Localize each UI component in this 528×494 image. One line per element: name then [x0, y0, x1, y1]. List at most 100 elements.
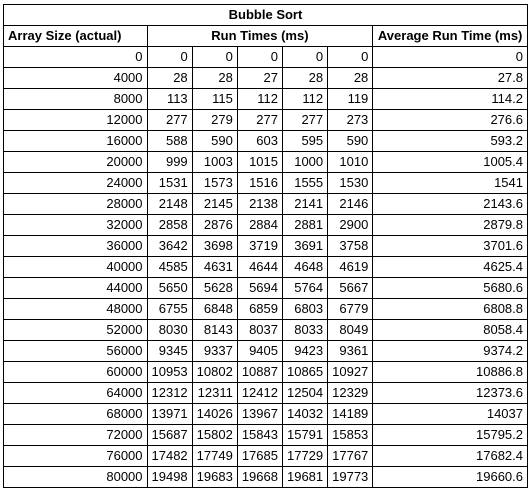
run-time-3-cell[interactable]: 6859 [236, 298, 283, 320]
average-run-time-cell[interactable]: 12373.6 [372, 382, 528, 404]
run-time-5-cell[interactable]: 28 [327, 67, 374, 89]
array-size-cell[interactable]: 4000 [3, 67, 148, 89]
array-size-cell[interactable]: 20000 [3, 151, 148, 173]
run-time-2-cell[interactable]: 590 [191, 130, 238, 152]
array-size-cell[interactable]: 72000 [3, 424, 148, 446]
average-run-time-cell[interactable]: 1541 [372, 172, 528, 194]
run-time-2-cell[interactable]: 10802 [191, 361, 238, 383]
run-time-3-cell[interactable]: 9405 [236, 340, 283, 362]
run-time-2-cell[interactable]: 17749 [191, 445, 238, 467]
average-run-time-cell[interactable]: 2879.8 [372, 214, 528, 236]
array-size-cell[interactable]: 36000 [3, 235, 148, 257]
run-time-4-cell[interactable]: 595 [281, 130, 329, 152]
average-run-time-cell[interactable]: 3701.6 [372, 235, 528, 257]
run-time-4-cell[interactable]: 5764 [281, 277, 329, 299]
average-run-time-cell[interactable]: 19660.6 [372, 466, 528, 488]
array-size-cell[interactable]: 48000 [3, 298, 148, 320]
run-time-4-cell[interactable]: 0 [281, 46, 329, 68]
average-run-time-cell[interactable]: 1005.4 [372, 151, 528, 173]
header-run-times[interactable]: Run Times (ms) [146, 25, 374, 47]
average-run-time-cell[interactable]: 8058.4 [372, 319, 528, 341]
run-time-1-cell[interactable]: 8030 [146, 319, 193, 341]
run-time-5-cell[interactable]: 14189 [327, 403, 374, 425]
run-time-5-cell[interactable]: 1530 [327, 172, 374, 194]
run-time-1-cell[interactable]: 2858 [146, 214, 193, 236]
run-time-1-cell[interactable]: 10953 [146, 361, 193, 383]
array-size-cell[interactable]: 8000 [3, 88, 148, 110]
run-time-1-cell[interactable]: 15687 [146, 424, 193, 446]
run-time-4-cell[interactable]: 3691 [281, 235, 329, 257]
run-time-3-cell[interactable]: 17685 [236, 445, 283, 467]
run-time-1-cell[interactable]: 9345 [146, 340, 193, 362]
run-time-3-cell[interactable]: 2884 [236, 214, 283, 236]
array-size-cell[interactable]: 44000 [3, 277, 148, 299]
run-time-4-cell[interactable]: 12504 [281, 382, 329, 404]
run-time-1-cell[interactable]: 2148 [146, 193, 193, 215]
run-time-3-cell[interactable]: 2138 [236, 193, 283, 215]
header-array-size[interactable]: Array Size (actual) [3, 25, 148, 47]
run-time-3-cell[interactable]: 1015 [236, 151, 283, 173]
run-time-1-cell[interactable]: 3642 [146, 235, 193, 257]
run-time-2-cell[interactable]: 115 [191, 88, 238, 110]
run-time-4-cell[interactable]: 28 [281, 67, 329, 89]
run-time-5-cell[interactable]: 5667 [327, 277, 374, 299]
run-time-1-cell[interactable]: 4585 [146, 256, 193, 278]
run-time-5-cell[interactable]: 273 [327, 109, 374, 131]
array-size-cell[interactable]: 76000 [3, 445, 148, 467]
run-time-1-cell[interactable]: 277 [146, 109, 193, 131]
run-time-2-cell[interactable]: 9337 [191, 340, 238, 362]
array-size-cell[interactable]: 40000 [3, 256, 148, 278]
run-time-5-cell[interactable]: 0 [327, 46, 374, 68]
array-size-cell[interactable]: 52000 [3, 319, 148, 341]
run-time-1-cell[interactable]: 999 [146, 151, 193, 173]
array-size-cell[interactable]: 24000 [3, 172, 148, 194]
run-time-4-cell[interactable]: 17729 [281, 445, 329, 467]
run-time-2-cell[interactable]: 2876 [191, 214, 238, 236]
run-time-2-cell[interactable]: 0 [191, 46, 238, 68]
run-time-2-cell[interactable]: 15802 [191, 424, 238, 446]
run-time-1-cell[interactable]: 5650 [146, 277, 193, 299]
run-time-4-cell[interactable]: 6803 [281, 298, 329, 320]
run-time-2-cell[interactable]: 8143 [191, 319, 238, 341]
average-run-time-cell[interactable]: 5680.6 [372, 277, 528, 299]
header-average-run-time[interactable]: Average Run Time (ms) [372, 25, 528, 47]
average-run-time-cell[interactable]: 27.8 [372, 67, 528, 89]
run-time-4-cell[interactable]: 14032 [281, 403, 329, 425]
run-time-1-cell[interactable]: 17482 [146, 445, 193, 467]
run-time-5-cell[interactable]: 15853 [327, 424, 374, 446]
array-size-cell[interactable]: 0 [3, 46, 148, 68]
run-time-2-cell[interactable]: 4631 [191, 256, 238, 278]
run-time-3-cell[interactable]: 13967 [236, 403, 283, 425]
run-time-5-cell[interactable]: 10927 [327, 361, 374, 383]
run-time-3-cell[interactable]: 277 [236, 109, 283, 131]
run-time-4-cell[interactable]: 8033 [281, 319, 329, 341]
run-time-1-cell[interactable]: 1531 [146, 172, 193, 194]
run-time-5-cell[interactable]: 19773 [327, 466, 374, 488]
average-run-time-cell[interactable]: 15795.2 [372, 424, 528, 446]
run-time-2-cell[interactable]: 1573 [191, 172, 238, 194]
run-time-5-cell[interactable]: 9361 [327, 340, 374, 362]
run-time-5-cell[interactable]: 119 [327, 88, 374, 110]
run-time-4-cell[interactable]: 1000 [281, 151, 329, 173]
average-run-time-cell[interactable]: 276.6 [372, 109, 528, 131]
run-time-3-cell[interactable]: 15843 [236, 424, 283, 446]
run-time-2-cell[interactable]: 3698 [191, 235, 238, 257]
run-time-3-cell[interactable]: 4644 [236, 256, 283, 278]
run-time-5-cell[interactable]: 12329 [327, 382, 374, 404]
run-time-3-cell[interactable]: 3719 [236, 235, 283, 257]
run-time-2-cell[interactable]: 12311 [191, 382, 238, 404]
run-time-1-cell[interactable]: 113 [146, 88, 193, 110]
run-time-5-cell[interactable]: 2900 [327, 214, 374, 236]
run-time-4-cell[interactable]: 2881 [281, 214, 329, 236]
average-run-time-cell[interactable]: 14037 [372, 403, 528, 425]
run-time-1-cell[interactable]: 12312 [146, 382, 193, 404]
run-time-5-cell[interactable]: 8049 [327, 319, 374, 341]
run-time-1-cell[interactable]: 13971 [146, 403, 193, 425]
array-size-cell[interactable]: 32000 [3, 214, 148, 236]
array-size-cell[interactable]: 12000 [3, 109, 148, 131]
run-time-5-cell[interactable]: 3758 [327, 235, 374, 257]
run-time-4-cell[interactable]: 15791 [281, 424, 329, 446]
run-time-4-cell[interactable]: 277 [281, 109, 329, 131]
run-time-3-cell[interactable]: 12412 [236, 382, 283, 404]
average-run-time-cell[interactable]: 9374.2 [372, 340, 528, 362]
